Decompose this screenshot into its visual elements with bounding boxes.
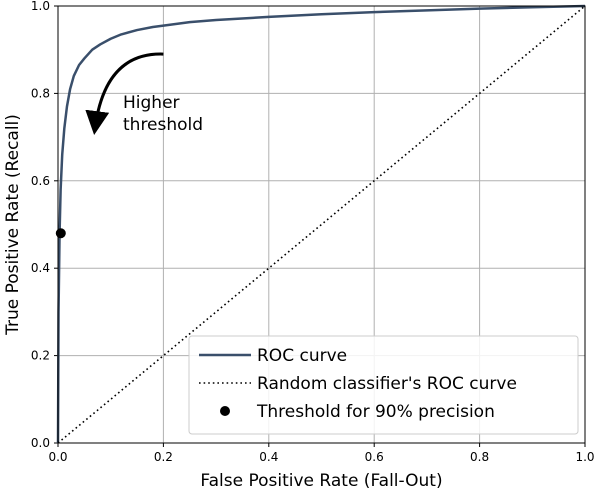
roc-curve-line <box>56 4 586 444</box>
y-tick-label: 0.4 <box>31 261 50 275</box>
legend-point-swatch <box>220 406 230 416</box>
x-tick-label: 0.8 <box>470 450 489 464</box>
y-tick-label: 1.0 <box>31 0 50 13</box>
x-tick-label: 0.0 <box>48 450 67 464</box>
random-classifier-line <box>57 5 586 444</box>
threshold-point <box>55 228 66 239</box>
threshold-arrow <box>85 52 164 136</box>
legend: ROC curve Random classifier's ROC curve Th… <box>188 335 579 435</box>
plot-frame <box>57 5 586 444</box>
legend-label: Random classifier's ROC curve <box>257 374 517 394</box>
y-tick-label: 0.2 <box>31 349 50 363</box>
annotation-text-line: threshold <box>123 115 203 135</box>
x-tick-label: 1.0 <box>575 450 594 464</box>
y-axis-label: True Positive Rate (Recall) <box>3 114 23 336</box>
legend-label: Threshold for 90% precision <box>256 402 495 422</box>
legend-box <box>188 335 579 435</box>
y-tick-label: 0.8 <box>31 86 50 100</box>
y-tick-label: 0.0 <box>31 436 50 450</box>
y-tick-label: 0.6 <box>31 174 50 188</box>
tick-marks: 0.0 0.2 0.4 0.6 0.8 1.0 0.0 0.2 0.4 0.6 0.8 1.0 <box>31 0 595 464</box>
x-tick-label: 0.6 <box>365 450 384 464</box>
x-tick-label: 0.4 <box>259 450 278 464</box>
annotation-text-line: Higher <box>123 93 180 113</box>
x-tick-label: 0.2 <box>154 450 173 464</box>
legend-label: ROC curve <box>257 346 347 366</box>
x-axis-label: False Positive Rate (Fall-Out) <box>200 471 442 491</box>
